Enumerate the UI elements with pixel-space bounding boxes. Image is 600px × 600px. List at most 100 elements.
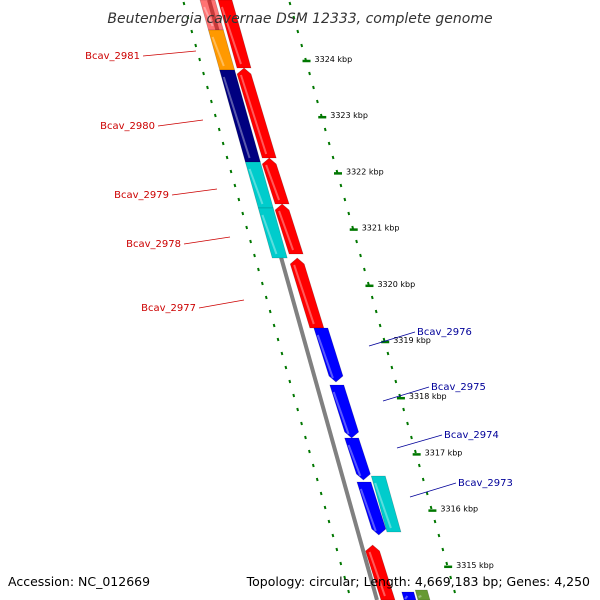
accession-text: Accession: NC_012669 [8,574,150,589]
right-tick-mark [327,141,331,146]
left-tick-mark [237,197,241,202]
reverse-gene-label: Bcav_2974 [444,430,499,441]
cds-feature-layer [199,0,288,259]
forward-gene-block-highlight [278,210,294,251]
right-tick-mark [331,155,335,160]
forward-gene-label: Bcav_2981 [85,51,140,62]
right-tick-mark [355,239,358,244]
reverse-gene-block-highlight [347,444,362,477]
forward-gene-leader [171,188,218,196]
right-tick-mark [308,71,311,76]
left-tick-mark [245,225,249,230]
right-tick-mark [359,253,362,258]
gene-feature-layer [217,0,431,600]
left-tick-mark [253,253,256,258]
left-tick-mark [323,505,327,510]
forward-gene-label: Bcav_2980 [100,121,155,132]
right-tick-mark [366,281,370,286]
left-tick-mark [292,393,296,398]
left-tick-mark [280,351,284,356]
reverse-cds-cyan-highlight [374,482,392,529]
left-tick-mark [213,113,217,118]
left-tick-mark [284,365,288,370]
right-tick-mark [402,407,406,412]
left-tick-mark [339,561,343,566]
left-tick-mark [308,449,311,454]
right-tick-mark [417,463,421,468]
left-tick-mark [260,281,264,286]
left-tick-mark [221,141,225,146]
reverse-gene-block-highlight [332,391,350,435]
reverse-gene-block-highlight [316,334,334,379]
reverse-gene-leader [396,434,443,449]
forward-gene-leader [157,119,204,127]
left-tick-mark [241,211,245,216]
left-tick-mark [229,169,233,174]
right-tick-mark [300,43,304,48]
right-tick-mark [410,435,413,440]
left-tick-mark [194,43,198,48]
right-tick-mark [394,379,398,384]
right-tick-mark [296,29,300,34]
tick-marks-layer [182,1,456,594]
reverse-gene-block [313,327,344,383]
scale-tick-label: 3322 kbp [346,167,384,176]
left-tick-mark [343,575,347,580]
forward-gene-block [274,203,304,255]
cds-block-orange-highlight [211,36,225,67]
left-tick-mark [233,183,237,188]
reverse-gene-block-highlight [359,488,377,532]
scale-tick-label: 3316 kbp [440,505,478,514]
right-tick-mark [386,351,390,356]
right-tick-mark [441,547,445,552]
right-tick-mark [445,561,449,566]
left-tick-mark [186,15,190,20]
left-tick-mark [182,1,186,6]
cds-block-cyan-highlight [248,168,264,205]
left-tick-mark [327,519,331,524]
cds-block-cyan [257,207,288,259]
reverse-gene-label: Bcav_2976 [417,327,472,338]
left-tick-mark [331,533,335,538]
left-tick-mark [311,463,315,468]
forward-gene-block-highlight [293,264,315,325]
scale-tick-label: 3319 kbp [393,336,431,345]
right-tick-mark [343,197,347,202]
scale-tick-label: 3323 kbp [330,111,368,120]
left-tick-mark [217,127,221,132]
scale-tick-label: 3321 kbp [362,224,400,233]
forward-gene-block-highlight [265,164,280,201]
right-tick-mark [449,575,453,580]
right-tick-mark [347,211,351,216]
left-tick-mark [276,337,280,342]
left-tick-mark [288,379,292,384]
reverse-gene-block [401,591,417,600]
cds-block-cyan-highlight [261,214,278,255]
reverse-cds-cyan [370,475,402,533]
forward-gene-block [236,67,277,159]
left-tick-mark [257,267,260,272]
left-tick-mark [272,323,276,328]
left-tick-mark [202,71,205,76]
reverse-gene-block [329,384,359,439]
topology-text: Topology: circular; Length: 4,669,183 bp… [246,574,590,589]
forward-gene-block-highlight [220,6,242,65]
right-tick-mark [339,183,343,188]
reverse-gene-leader [382,386,430,402]
left-tick-mark [206,85,209,90]
reverse-cds-olive-highlight [418,595,422,598]
right-tick-mark [312,85,315,90]
left-tick-mark [319,491,323,496]
right-tick-mark [323,127,327,132]
forward-gene-block [365,544,396,600]
reverse-gene-block [356,481,387,536]
left-tick-mark [198,57,202,62]
right-tick-mark [437,533,441,538]
scale-tick-label: 3318 kbp [409,392,447,401]
reverse-gene-label: Bcav_2973 [458,478,513,489]
forward-gene-block [261,157,290,205]
scale-tick-label: 3317 kbp [425,448,463,457]
right-tick-mark [378,323,382,328]
right-tick-mark [374,309,378,314]
